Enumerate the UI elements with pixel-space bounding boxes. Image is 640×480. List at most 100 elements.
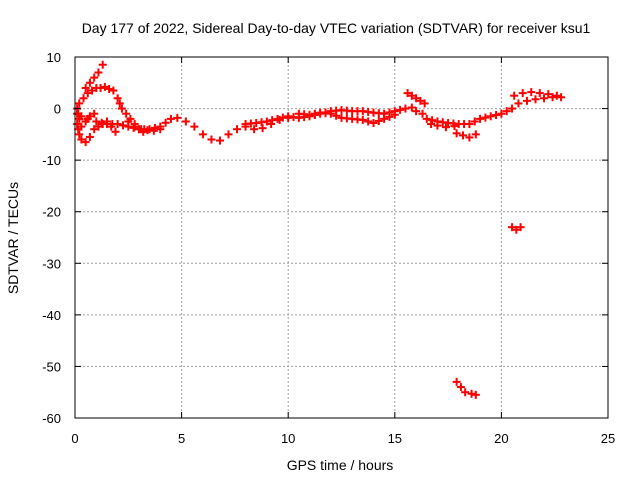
data-point [150,123,159,132]
data-point [321,109,330,118]
data-point [407,103,416,112]
data-point [390,110,399,119]
data-point [342,114,351,123]
data-point [374,109,383,118]
data-point [348,114,357,123]
data-point [535,89,544,98]
data-point [516,223,525,232]
data-point [510,91,519,100]
series-arc-21-22.6-low [522,93,557,105]
data-point [416,96,425,105]
data-point [467,389,476,398]
data-point [407,91,416,100]
data-point [444,119,453,128]
data-point [81,138,90,147]
data-point [348,107,357,116]
data-point [502,107,511,116]
data-point [139,127,148,136]
data-point [433,117,442,126]
data-point [427,120,436,129]
series-arc-outlier-23 [508,223,525,234]
data-point [420,99,429,108]
data-point [94,122,103,131]
data-point [428,116,437,125]
data-point [385,112,394,121]
data-point [518,89,527,98]
data-point [74,125,83,134]
data-point [94,68,103,77]
data-point [190,122,199,131]
data-point [173,113,182,122]
data-point [527,88,536,97]
data-point [465,133,474,142]
data-point [108,120,117,129]
data-point [508,223,517,232]
data-point [75,130,84,139]
data-point [294,113,303,122]
data-point [85,78,94,87]
plot-frame [74,56,609,419]
data-point [380,114,389,123]
series-arc-15.5-16.5 [403,89,429,108]
data-point [83,114,92,123]
data-point [449,119,458,128]
series-arc-2-4 [124,117,165,135]
data-point [198,130,207,139]
data-point [364,107,373,116]
y-tick-label: -60 [42,411,61,426]
data-point [105,84,114,93]
data-point [113,94,122,103]
data-point [438,118,447,127]
data-point [77,112,86,121]
data-point [465,120,474,129]
data-point [257,118,266,127]
data-point [557,93,566,102]
data-point [258,124,267,133]
y-axis-label: SDTVAR / TECUs [5,182,21,294]
data-point [215,136,224,145]
data-point [508,104,517,113]
data-point [96,83,105,92]
data-point [544,90,553,99]
data-point [412,107,421,116]
data-point [374,116,383,125]
data-point [262,117,271,126]
data-point [126,114,135,123]
data-point [310,109,319,118]
data-point [98,60,107,69]
data-point [252,119,261,128]
data-point [268,116,277,125]
data-point [81,117,90,126]
x-axis-label: GPS time / hours [287,457,394,473]
data-point [364,117,373,126]
data-point [353,107,362,116]
data-point [124,122,133,131]
x-tick-label: 20 [494,431,508,446]
data-point [224,130,233,139]
data-point [90,73,99,82]
data-point [316,108,325,117]
y-tick-label: 10 [47,50,61,65]
data-point [452,129,461,138]
series-arc-early-spike [81,60,107,92]
data-point [369,108,378,117]
data-point [145,125,154,134]
data-point [369,119,378,128]
data-point [88,86,97,95]
data-point [412,94,421,103]
data-point [97,118,106,127]
data-point [305,110,314,119]
data-point [403,89,412,98]
data-point [273,114,282,123]
data-points [73,60,566,399]
data-point [342,106,351,115]
data-point [81,83,90,92]
x-tick-label: 10 [281,431,295,446]
data-point [122,109,131,118]
data-point [401,104,410,113]
data-point [481,113,490,122]
data-point [452,377,461,386]
series-arc-main [73,103,427,145]
data-point [450,122,459,131]
data-point [471,390,480,399]
